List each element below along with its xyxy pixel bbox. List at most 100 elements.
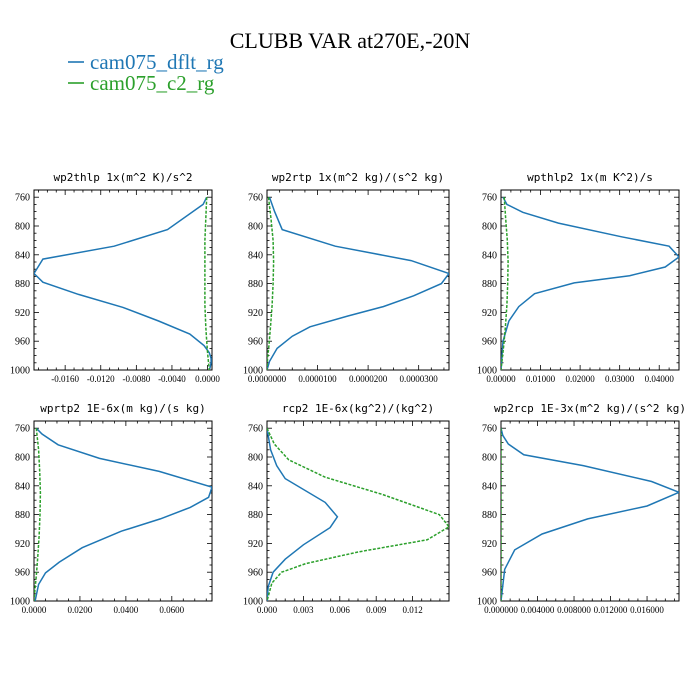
- panel-grid: wp2thlp 1x(m^2 K)/s^2 760 800 840 880 920 960 1…: [10, 171, 686, 615]
- y-tick-label: 840: [482, 250, 497, 261]
- y-tick-label: 960: [482, 337, 497, 348]
- y-tick-label: 920: [248, 539, 263, 550]
- y-tick-label: 920: [482, 539, 497, 550]
- y-tick-label: 880: [482, 279, 497, 290]
- y-tick-label: 880: [248, 279, 263, 290]
- x-tick-label: 0.012: [402, 605, 422, 615]
- y-tick-label: 1000: [243, 597, 263, 608]
- y-tick-label: 760: [248, 424, 263, 435]
- panel-title: wpthlp2 1x(m K^2)/s: [527, 171, 653, 184]
- x-tick-label: 0.0000: [22, 605, 47, 615]
- series-line-dflt: [267, 196, 449, 370]
- series-line-dflt: [501, 428, 679, 601]
- series-line-dflt: [34, 196, 212, 370]
- y-tick-label: 920: [482, 308, 497, 319]
- y-tick-label: 960: [15, 337, 30, 348]
- y-tick-label: 840: [15, 481, 30, 492]
- x-tick-label: 0.006: [330, 605, 351, 615]
- y-tick-label: 760: [482, 424, 497, 435]
- x-tick-label: -0.0160: [51, 374, 79, 384]
- x-tick-label: -0.0080: [122, 374, 150, 384]
- series-line-c2: [34, 428, 42, 601]
- x-tick-label: 0.0000300: [400, 374, 439, 384]
- y-tick-label: 960: [15, 568, 30, 579]
- series-line-c2: [267, 197, 275, 370]
- figure-title: CLUBB VAR at270E,-20N: [230, 28, 471, 53]
- x-tick-label: 0.0000100: [298, 374, 337, 384]
- y-tick-label: 880: [482, 510, 497, 521]
- y-tick-label: 960: [248, 337, 263, 348]
- panel-3: wpthlp2 1x(m K^2)/s 760 800 840 880 920 960 100…: [477, 171, 680, 384]
- x-tick-label: 0.008000: [557, 605, 591, 615]
- y-tick-label: 760: [15, 193, 30, 204]
- x-tick-label: 0.000: [257, 605, 278, 615]
- y-tick-label: 1000: [243, 366, 263, 377]
- x-tick-label: 0.016000: [630, 605, 664, 615]
- panel-4: wprtp2 1E-6x(m kg)/(s kg) 760 800 840 880 920…: [10, 402, 213, 615]
- x-tick-label: 0.0000000: [248, 374, 287, 384]
- x-tick-label: 0.003: [293, 605, 314, 615]
- legend-label-dflt: cam075_dflt_rg: [90, 50, 224, 74]
- x-tick-label: 0.009: [366, 605, 387, 615]
- plot-frame: [33, 420, 213, 602]
- series-line-c2: [501, 197, 509, 370]
- series-line-c2: [204, 197, 211, 370]
- y-tick-label: 800: [248, 453, 263, 464]
- y-tick-label: 1000: [477, 366, 497, 377]
- x-tick-label: 0.04000: [645, 374, 675, 384]
- x-tick-label: 0.00000: [486, 374, 516, 384]
- y-tick-label: 920: [15, 308, 30, 319]
- y-tick-label: 800: [482, 222, 497, 233]
- y-tick-label: 760: [248, 193, 263, 204]
- y-tick-label: 1000: [10, 597, 30, 608]
- y-tick-label: 840: [15, 250, 30, 261]
- x-tick-label: 0.012000: [594, 605, 628, 615]
- y-tick-label: 760: [15, 424, 30, 435]
- y-tick-label: 840: [248, 481, 263, 492]
- panel-5: rcp2 1E-6x(kg^2)/(kg^2) 760 800 840 880 920 96…: [243, 402, 450, 615]
- x-tick-label: 0.0200: [68, 605, 93, 615]
- x-tick-label: 0.02000: [565, 374, 595, 384]
- y-tick-label: 880: [248, 510, 263, 521]
- panel-2: wp2rtp 1x(m^2 kg)/(s^2 kg) 760 800 840 880 92…: [243, 171, 450, 384]
- panel-title: wp2rcp 1E-3x(m^2 kg)/(s^2 kg): [494, 402, 686, 415]
- y-tick-label: 1000: [10, 366, 30, 377]
- series-line-c2: [267, 427, 449, 601]
- y-tick-label: 960: [482, 568, 497, 579]
- y-tick-label: 760: [482, 193, 497, 204]
- y-tick-label: 920: [248, 308, 263, 319]
- x-tick-label: 0.004000: [521, 605, 555, 615]
- x-tick-label: -0.0120: [87, 374, 115, 384]
- x-tick-label: 0.01000: [526, 374, 556, 384]
- y-tick-label: 840: [482, 481, 497, 492]
- panel-title: wp2thlp 1x(m^2 K)/s^2: [53, 171, 192, 184]
- y-tick-label: 920: [15, 539, 30, 550]
- series-line-dflt: [267, 428, 339, 601]
- y-tick-label: 840: [248, 250, 263, 261]
- y-tick-label: 880: [15, 510, 30, 521]
- figure-legend: cam075_dflt_rg cam075_c2_rg: [68, 50, 224, 95]
- plot-frame: [33, 189, 213, 371]
- y-tick-label: 800: [248, 222, 263, 233]
- panel-1: wp2thlp 1x(m^2 K)/s^2 760 800 840 880 920 960 1…: [10, 171, 220, 384]
- y-tick-label: 960: [248, 568, 263, 579]
- legend-label-c2: cam075_c2_rg: [90, 71, 215, 95]
- x-tick-label: 0.0000200: [349, 374, 388, 384]
- y-tick-label: 800: [482, 453, 497, 464]
- y-tick-label: 880: [15, 279, 30, 290]
- x-tick-label: -0.0040: [158, 374, 186, 384]
- plot-frame: [266, 189, 450, 371]
- y-tick-label: 1000: [477, 597, 497, 608]
- y-tick-label: 800: [15, 453, 30, 464]
- panel-title: rcp2 1E-6x(kg^2)/(kg^2): [282, 402, 434, 415]
- y-tick-label: 800: [15, 222, 30, 233]
- series-line-dflt: [501, 196, 679, 370]
- panel-6: wp2rcp 1E-3x(m^2 kg)/(s^2 kg) 760 800 840 88…: [477, 402, 686, 615]
- panel-title: wprtp2 1E-6x(m kg)/(s kg): [40, 402, 206, 415]
- x-tick-label: 0.0400: [113, 605, 138, 615]
- series-line-dflt: [34, 427, 212, 601]
- x-tick-label: 0.0600: [159, 605, 184, 615]
- x-tick-label: 0.000000: [484, 605, 518, 615]
